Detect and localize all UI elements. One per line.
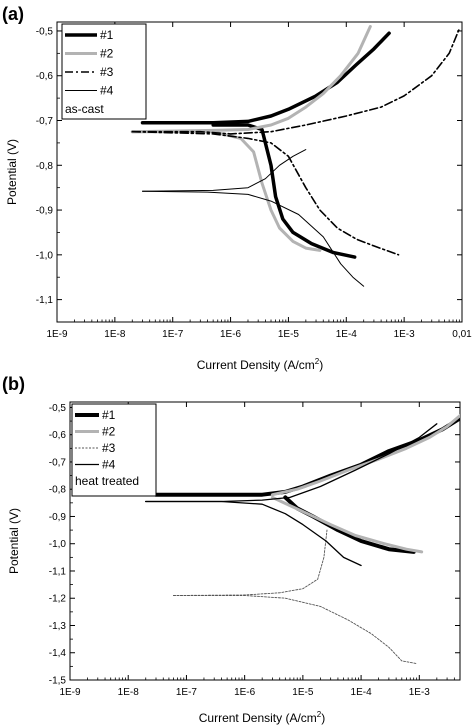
panel-a-y-tick-label: -0,7 — [36, 116, 54, 127]
panel-a-series-3-cathodic-curve — [131, 130, 400, 256]
panel-b-series-2-cathodic-curve — [270, 495, 424, 554]
panel-a-frame — [56, 21, 463, 323]
panel-b-y-tick-label: -1,5 — [49, 676, 67, 687]
panel-b-label: (b) — [2, 374, 25, 394]
panel-a-x-tick-label: 1E-8 — [104, 329, 126, 340]
panel-b-x-axis-label: Current Density (A/cm2) — [199, 710, 325, 725]
panel-b-legend-label-3: #3 — [102, 441, 116, 455]
panel-b-series-4-cathodic-curve — [145, 500, 362, 567]
panel-a-series-1-cathodic-curve — [211, 123, 357, 259]
panel-b-y-tick-label: -1,0 — [49, 539, 67, 550]
panel-b-legend-label-4: #4 — [102, 458, 116, 472]
panel-b: (b) 1E-9 1E-8 1E-7 1E-6 1E-5 1E-4 1E-3 -0,5 -0,6 -… — [2, 374, 461, 725]
panel-b-x-tick-label: 1E-6 — [234, 687, 256, 698]
panel-b-y-tick-label: -0,5 — [49, 403, 67, 414]
panel-a-series-3-anodic-curve — [131, 27, 461, 135]
panel-a-y-axis-label: Potential (V) — [5, 139, 19, 205]
panel-a-x-tick-label: 1E-6 — [220, 329, 242, 340]
panel-b-y-tick-label: -0,9 — [49, 512, 67, 523]
panel-a-legend-label-4: #4 — [100, 84, 114, 98]
panel-a-series-2-cathodic-curve — [130, 130, 322, 252]
panel-a-y-tick-label: -0,8 — [36, 161, 54, 172]
panel-a-x-tick-label: 0,01 — [452, 329, 472, 340]
panel-a-y-tick-label: -0,9 — [36, 206, 54, 217]
panel-a-legend-title: as-cast — [65, 102, 104, 116]
panel-b-x-tick-label: 1E-5 — [292, 687, 314, 698]
panel-b-y-tick-label: -1,2 — [49, 594, 67, 605]
panel-a-legend-label-2: #2 — [100, 47, 114, 61]
panel-a-y-tick-label: -1,0 — [36, 250, 54, 261]
panel-b-y-tick-label: -0,6 — [49, 430, 67, 441]
panel-a-x-tick-label: 1E-9 — [46, 329, 68, 340]
panel-a-y-tick-label: -0,5 — [36, 26, 54, 37]
panel-a-series-4-cathodic-curve — [142, 190, 365, 287]
panel-a-series-2-anodic-curve — [130, 25, 372, 134]
panel-a-x-axis-label: Current Density (A/cm2) — [197, 357, 323, 372]
panel-b-legend-box — [71, 403, 157, 497]
panel-b-x-tick-label: 1E-4 — [351, 687, 373, 698]
panel-b-x-tick-label: 1E-3 — [409, 687, 431, 698]
panel-b-frame — [69, 401, 461, 681]
panel-b-legend-label-1: #1 — [102, 408, 116, 422]
panel-a: (a) 1E-9 1E-8 1E-7 1E-6 1E-5 1E-4 1E-3 0,01 -0,5 -… — [2, 4, 472, 372]
panel-a-x-tick-label: 1E-7 — [162, 329, 184, 340]
panel-b-y-tick-label: -0,8 — [49, 485, 67, 496]
panel-b-series-3-cathodic-curve — [173, 595, 418, 665]
panel-b-legend-label-2: #2 — [102, 425, 116, 439]
panel-b-y-tick-label: -0,7 — [49, 457, 67, 468]
panel-b-y-tick-label: -1,1 — [49, 566, 67, 577]
panel-a-x-tick-label: 1E-4 — [336, 329, 358, 340]
panel-b-series-1-cathodic-curve — [283, 495, 416, 554]
panel-b-x-tick-label: 1E-8 — [118, 687, 140, 698]
panel-b-x-tick-label: 1E-7 — [176, 687, 198, 698]
panel-b-legend-title: heat treated — [75, 474, 139, 488]
panel-b-y-axis-label: Potential (V) — [7, 508, 21, 574]
panel-b-y-tick-label: -1,3 — [49, 621, 67, 632]
panel-a-series-4-anodic-curve — [142, 149, 307, 192]
panel-b-x-tick-label: 1E-9 — [59, 687, 81, 698]
panel-a-label: (a) — [2, 4, 24, 24]
panel-b-series-4-anodic-curve — [145, 423, 438, 503]
panel-a-legend-label-1: #1 — [100, 28, 114, 42]
panel-a-series-1-anodic-curve — [140, 31, 391, 125]
panel-a-y-tick-label: -1,1 — [36, 295, 54, 306]
panel-a-x-tick-label: 1E-3 — [394, 329, 416, 340]
panel-b-series-1-anodic-curve — [154, 416, 460, 497]
panel-b-series-3-anodic-curve — [173, 529, 328, 596]
panel-a-legend-label-3: #3 — [100, 65, 114, 79]
panel-a-x-tick-label: 1E-5 — [278, 329, 300, 340]
panel-a-y-tick-label: -0,6 — [36, 71, 54, 82]
panel-b-y-tick-label: -1,4 — [49, 648, 67, 659]
